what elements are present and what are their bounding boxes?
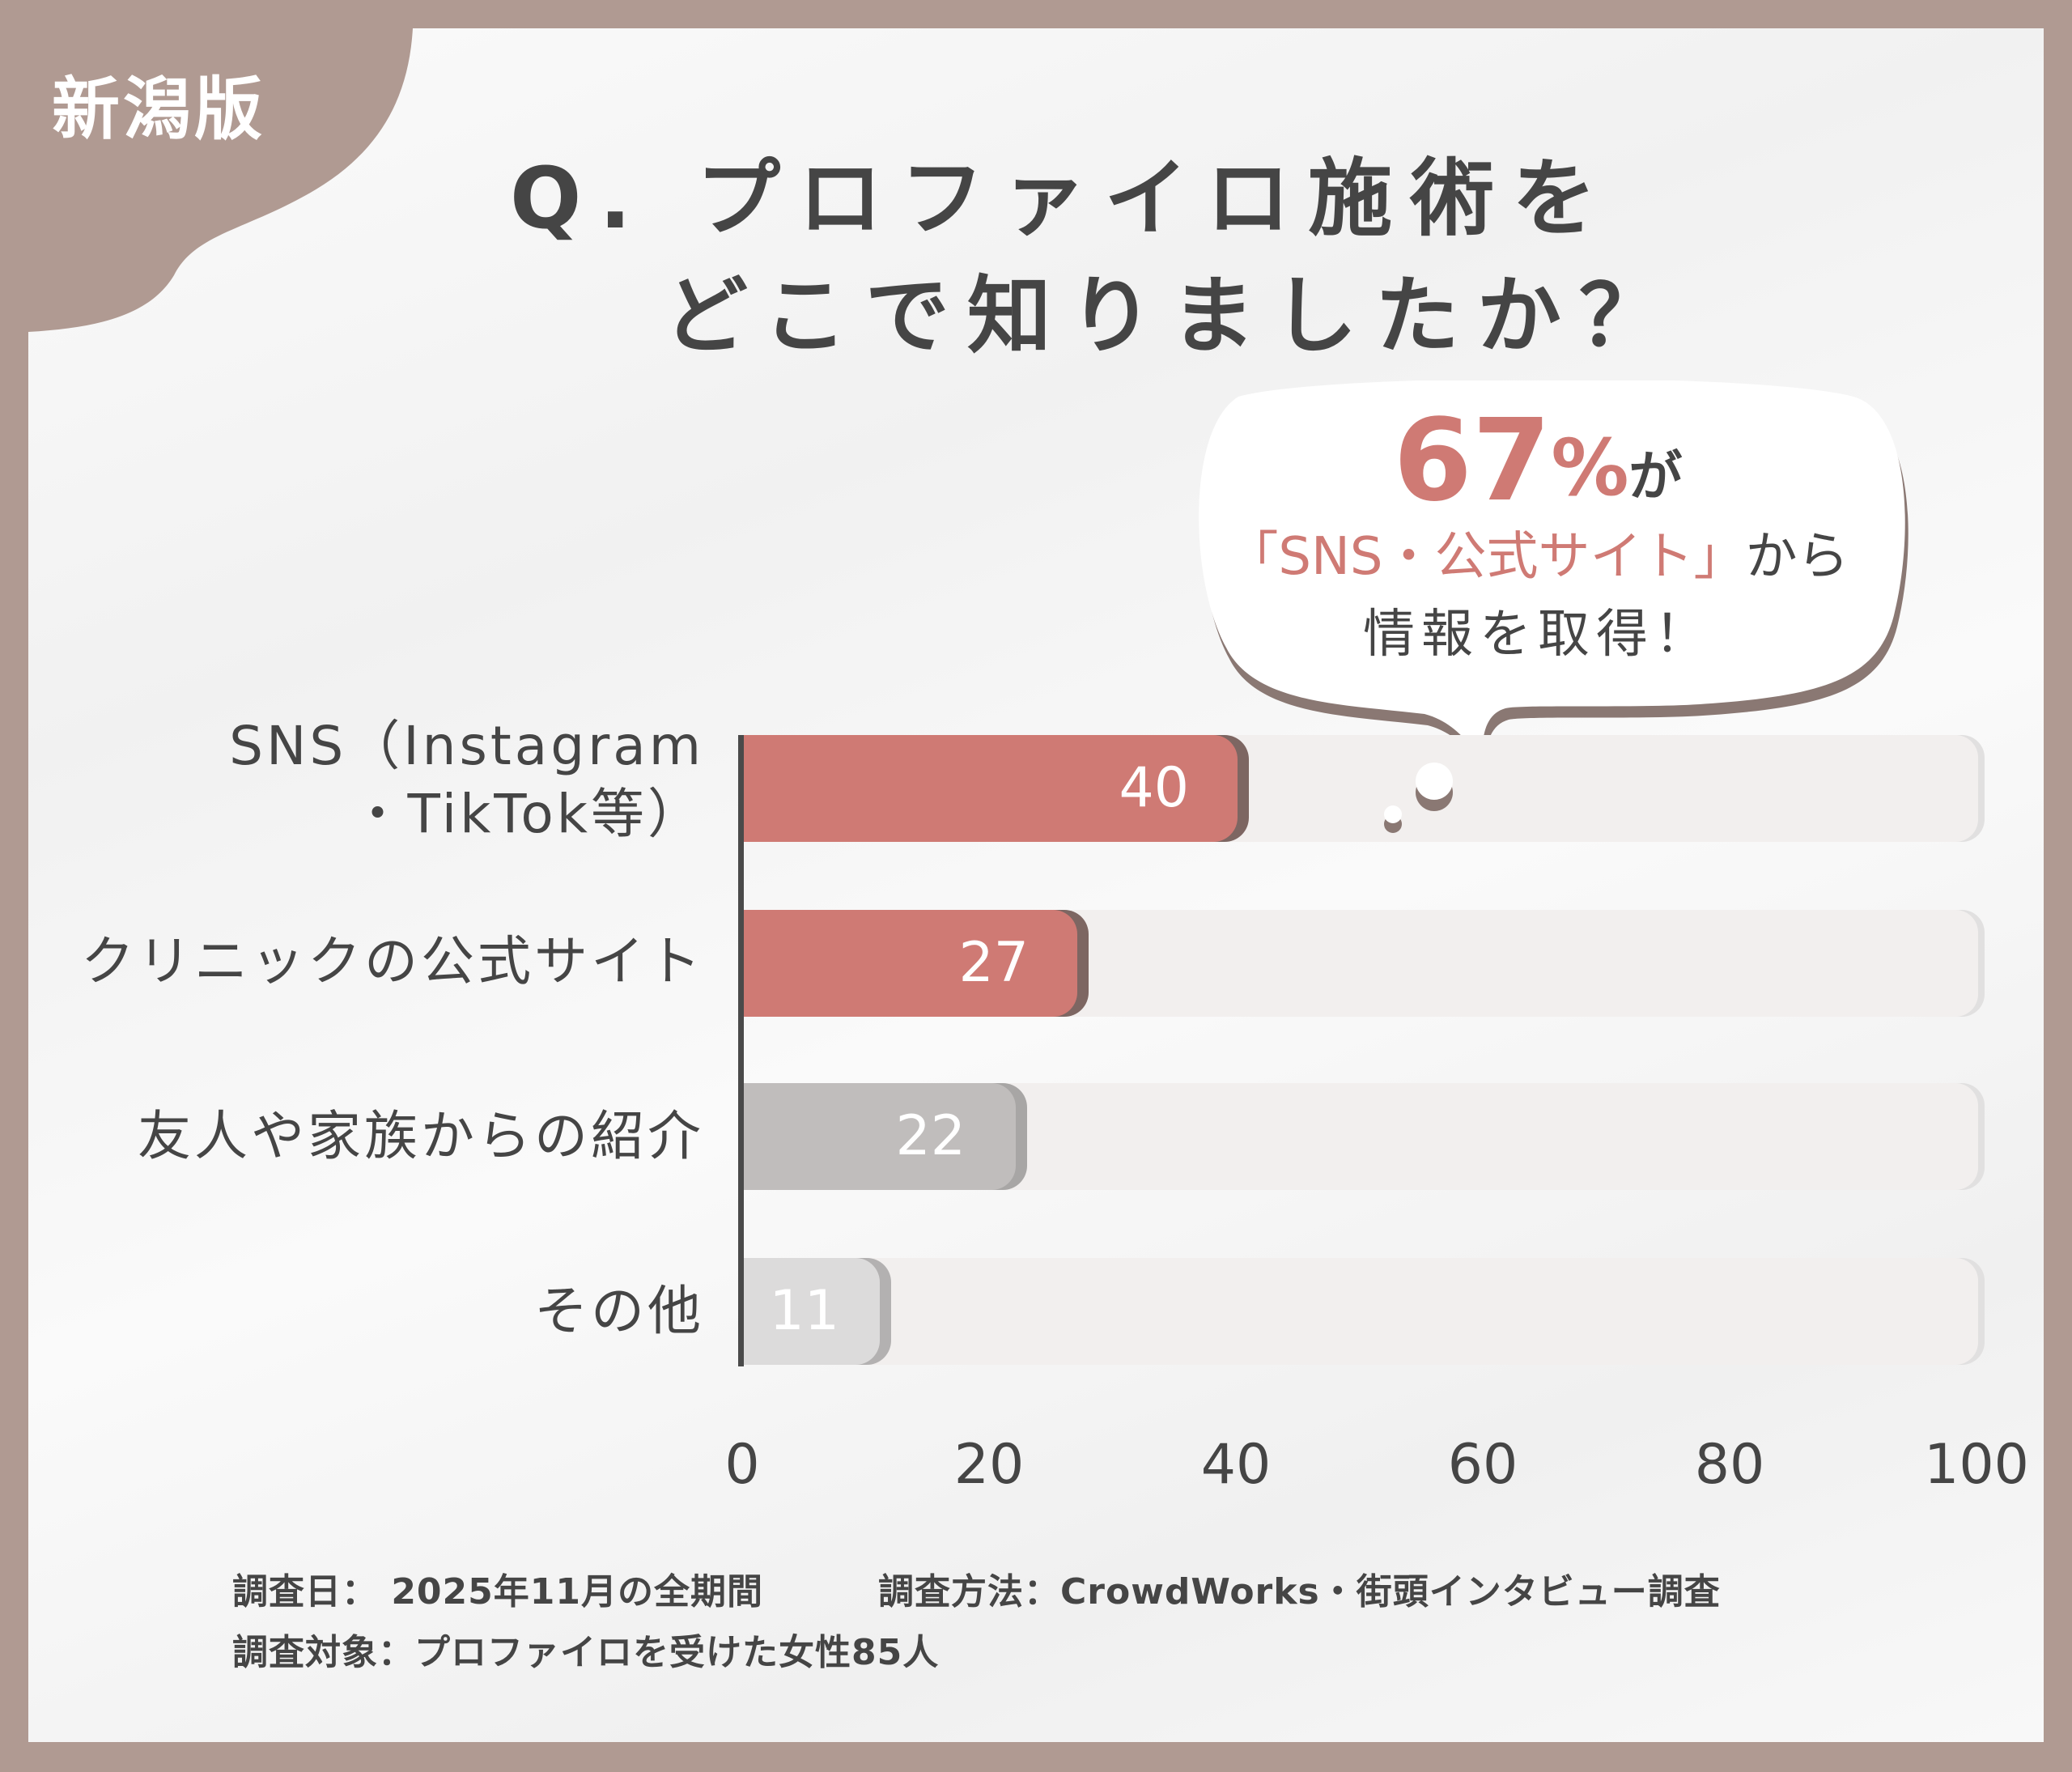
x-tick-20: 20	[953, 1433, 1025, 1497]
bubble-dot-small	[1384, 805, 1402, 823]
y-axis-line	[738, 735, 744, 1366]
region-badge: 新潟版	[52, 70, 266, 149]
callout-highlight: 「SNS・公式サイト」	[1226, 527, 1746, 587]
callout-percent-number: 67	[1393, 395, 1552, 527]
footer-survey-target: 調査対象：プロファイロを受けた女性85人	[232, 1632, 940, 1673]
callout-line1: 67%が	[1182, 405, 1894, 518]
category-label-line: ・TikTok等）	[350, 783, 704, 845]
chart-panel	[28, 28, 2044, 1742]
bubble-dot-large	[1416, 763, 1453, 800]
x-tick-80: 80	[1694, 1433, 1765, 1497]
bar-sns: 40	[744, 735, 1238, 842]
callout-line2: 「SNS・公式サイト」から	[1182, 518, 1894, 596]
callout-percent-sign: %	[1551, 423, 1629, 513]
category-label-referral: 友人や家族からの紹介	[138, 1105, 704, 1167]
callout-text: 67%が 「SNS・公式サイト」から 情報を取得！	[1182, 405, 1894, 674]
x-tick-100: 100	[1924, 1433, 2029, 1497]
x-tick-40: 40	[1200, 1433, 1272, 1497]
bar-referral: 22	[744, 1083, 1016, 1190]
bar-value: 22	[895, 1104, 966, 1168]
category-label-line: SNS（Instagram	[229, 715, 704, 777]
speech-bubble	[1199, 380, 1909, 769]
bar-track	[744, 1258, 1978, 1365]
question-title-line2: どこで知りましたか？	[664, 266, 1681, 365]
callout-line2-suffix: から	[1745, 527, 1849, 587]
x-tick-0: 0	[724, 1433, 760, 1497]
corner-wave-shape	[0, 0, 413, 340]
bar-other: 11	[744, 1258, 880, 1365]
category-label-other: その他	[534, 1280, 704, 1342]
bar-value: 27	[958, 931, 1029, 995]
category-label-sns: SNS（Instagram ・TikTok等）	[229, 712, 704, 848]
footer-survey-method: 調査方法：CrowdWorks・街頭インタビュー調査	[878, 1571, 1721, 1613]
category-label-clinic-site: クリニックの公式サイト	[81, 930, 704, 992]
bar-value: 40	[1119, 756, 1189, 820]
footer-survey-date: 調査日： 2025年11月の全期間	[232, 1571, 764, 1613]
question-title-line1: Q. プロファイロ施術を	[510, 149, 1615, 248]
callout-line1-suffix: が	[1628, 445, 1683, 508]
bar-value: 11	[769, 1279, 839, 1343]
callout-line3: 情報を取得！	[1363, 605, 1713, 665]
x-tick-60: 60	[1447, 1433, 1518, 1497]
bar-clinic-site: 27	[744, 910, 1077, 1017]
